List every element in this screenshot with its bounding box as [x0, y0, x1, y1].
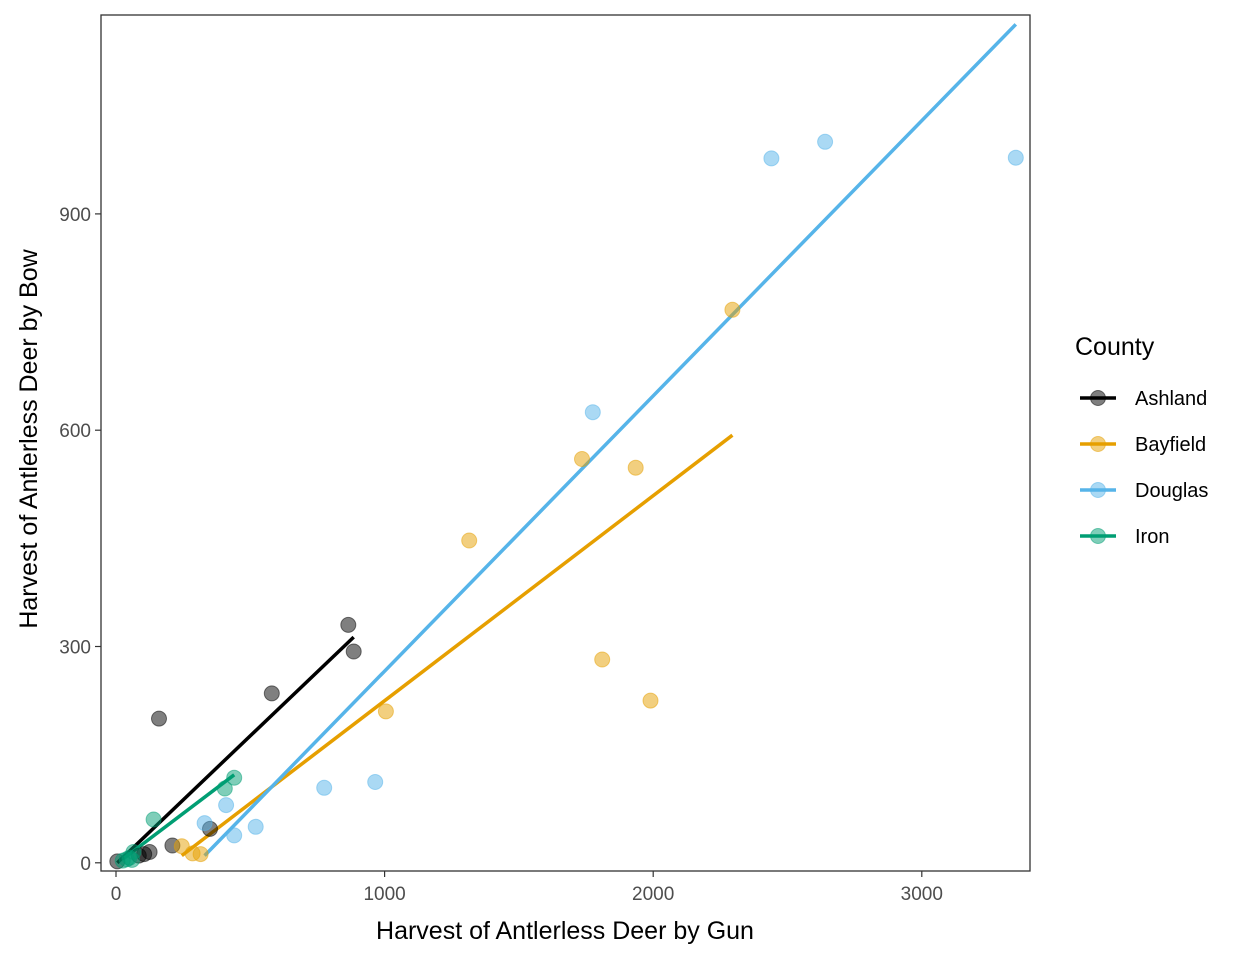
y-axis: 0 300 600 900 [59, 205, 101, 875]
point-ashland-8 [263, 685, 280, 702]
point-iron-6 [145, 811, 162, 828]
point-douglas-6 [367, 774, 384, 790]
point-iron-8 [226, 769, 243, 786]
point-bayfield-8 [627, 459, 644, 476]
point-douglas-5 [316, 779, 333, 796]
point-ashland-9 [340, 616, 357, 633]
legend-label: Bayfield [1135, 434, 1206, 456]
point-douglas-9 [817, 133, 834, 150]
legend: County Ashland Bayfield Douglas Iron [1075, 333, 1208, 548]
x-tick-label: 3000 [901, 884, 943, 905]
point-douglas-10 [1007, 149, 1024, 166]
legend-item-douglas: Douglas [1080, 480, 1208, 502]
point-douglas-8 [763, 150, 780, 167]
fit-line-iron [121, 773, 236, 861]
point-bayfield-7 [594, 651, 611, 668]
legend-key-point [1090, 436, 1106, 452]
fit-line-douglas [203, 23, 1018, 857]
legend-label: Douglas [1135, 480, 1208, 502]
legend-key-point [1090, 528, 1106, 544]
x-axis-title: Harvest of Antlerless Deer by Gun [376, 917, 754, 945]
point-bayfield-9 [642, 692, 659, 709]
legend-item-bayfield: Bayfield [1080, 434, 1206, 456]
y-tick-label: 600 [59, 421, 91, 442]
point-douglas-1 [196, 815, 213, 832]
point-bayfield-5 [461, 532, 478, 549]
legend-key-point [1090, 390, 1106, 406]
y-tick-label: 300 [59, 638, 91, 659]
point-douglas-3 [226, 827, 243, 844]
point-ashland-5 [151, 710, 167, 727]
points-layer [109, 133, 1024, 870]
point-bayfield-4 [377, 703, 394, 720]
point-douglas-2 [218, 797, 235, 814]
x-tick-label: 0 [111, 884, 122, 905]
point-bayfield-10 [724, 301, 741, 318]
point-bayfield-3 [192, 846, 209, 863]
legend-label: Iron [1135, 526, 1169, 548]
x-tick-label: 2000 [632, 884, 674, 905]
point-douglas-7 [584, 404, 601, 421]
legend-item-iron: Iron [1080, 526, 1169, 548]
point-iron-7 [216, 780, 233, 797]
legend-item-ashland: Ashland [1080, 388, 1207, 410]
point-douglas-4 [247, 818, 264, 835]
point-iron-5 [125, 844, 142, 860]
point-ashland-4 [141, 844, 158, 860]
y-tick-label: 900 [59, 205, 91, 226]
plot-panel-border [100, 14, 1031, 872]
legend-title: County [1075, 333, 1155, 361]
x-tick-label: 1000 [363, 884, 405, 905]
y-axis-title: Harvest of Antlerless Deer by Bow [15, 248, 43, 628]
x-axis: 0 1000 2000 3000 [111, 871, 943, 905]
point-ashland-10 [345, 643, 362, 660]
y-tick-label: 0 [80, 854, 91, 875]
fit-lines-layer [116, 23, 1018, 865]
legend-label: Ashland [1135, 388, 1207, 410]
legend-key-point [1090, 482, 1106, 498]
point-bayfield-6 [574, 451, 590, 467]
